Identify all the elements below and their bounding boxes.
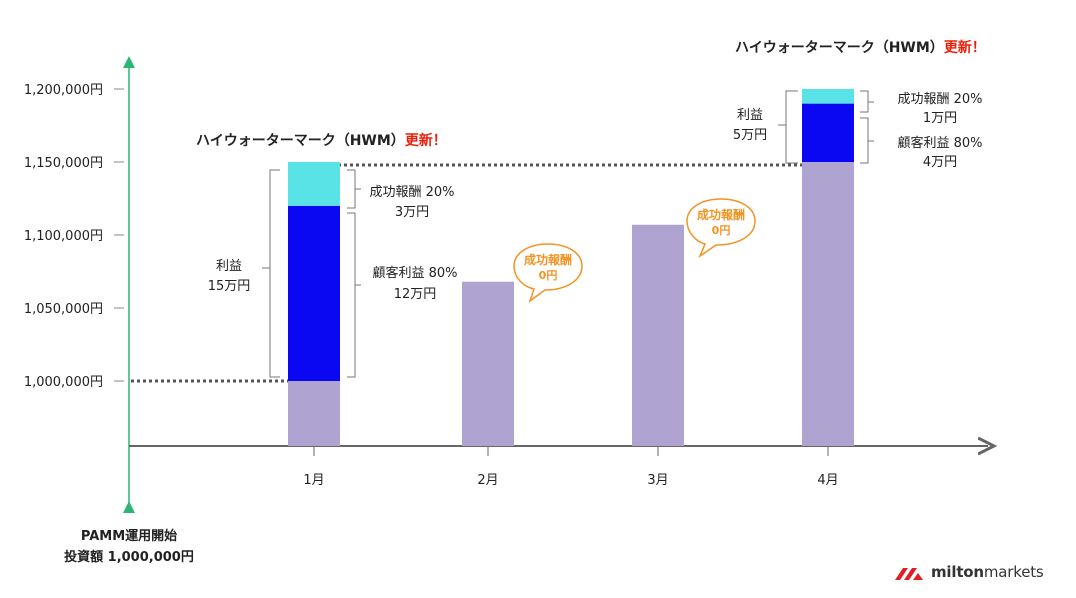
bar-fee-1 <box>288 162 340 206</box>
bubble-mar-value: 0円 <box>712 224 731 237</box>
y-tick-label: 1,050,000円 <box>24 302 103 317</box>
bubble-feb: 成功報酬 0円 <box>513 243 583 303</box>
y-tick-label: 1,150,000円 <box>24 156 103 171</box>
x-tick-label: 1月 <box>303 473 324 488</box>
bubble-feb-title: 成功報酬 <box>524 252 572 267</box>
jan-profit-value: 15万円 <box>208 279 251 294</box>
bar-base-1 <box>288 381 340 446</box>
milton-markets-logo: miltonmarkets <box>893 562 1044 582</box>
apr-profit-value: 5万円 <box>733 128 767 143</box>
logo-mark-icon <box>895 568 923 580</box>
apr-fee-bracket <box>860 90 869 113</box>
hwm-heading-jan: ハイウォーターマーク（HWM）更新！ <box>196 132 447 149</box>
bubble-feb-value: 0円 <box>539 269 558 282</box>
jan-profit-bracket <box>269 169 280 378</box>
jan-fee-label: 成功報酬 20% <box>369 185 454 200</box>
jan-client-bracket <box>347 212 356 378</box>
bar-base-3 <box>632 224 684 446</box>
bubble-mar: 成功報酬 0円 <box>686 198 756 259</box>
apr-client-label: 顧客利益 80% <box>897 135 982 151</box>
apr-fee-label: 成功報酬 20% <box>897 92 982 107</box>
apr-profit-label: 利益 <box>737 108 763 123</box>
y-tick-label: 1,100,000円 <box>24 229 103 244</box>
bar-client-1 <box>288 205 340 381</box>
y-ticks: 1,000,000円 1,050,000円 1,100,000円 1,150,000円… <box>24 83 124 390</box>
y-tick-label: 1,200,000円 <box>24 83 103 98</box>
jan-profit-label: 利益 <box>216 259 242 274</box>
bar-fee-4 <box>802 89 854 104</box>
bubble-mar-title: 成功報酬 <box>697 207 745 222</box>
bar-base-4 <box>802 162 854 446</box>
apr-fee-value: 1万円 <box>923 111 957 126</box>
bar-base-2 <box>462 281 514 446</box>
start-label-line2: 投資額 1,000,000円 <box>64 549 194 565</box>
jan-client-value: 12万円 <box>394 287 437 302</box>
x-ticks: 1月 2月 3月 4月 <box>303 446 839 488</box>
y-tick-label: 1,000,000円 <box>24 375 103 390</box>
x-tick-label: 3月 <box>647 473 668 488</box>
apr-client-value: 4万円 <box>923 155 957 170</box>
x-tick-label: 2月 <box>477 473 498 488</box>
logo-text: miltonmarkets <box>931 563 1044 581</box>
start-label-line1: PAMM運用開始 <box>81 528 177 544</box>
hwm-heading-apr: ハイウォーターマーク（HWM）更新！ <box>735 39 986 56</box>
bar-client-4 <box>802 103 854 162</box>
x-tick-label: 4月 <box>817 473 838 488</box>
jan-client-label: 顧客利益 80% <box>372 265 457 281</box>
apr-client-bracket <box>860 117 869 164</box>
bars <box>288 89 854 446</box>
apr-profit-bracket <box>785 90 798 164</box>
jan-fee-bracket <box>347 169 356 209</box>
jan-fee-value: 3万円 <box>395 205 429 220</box>
